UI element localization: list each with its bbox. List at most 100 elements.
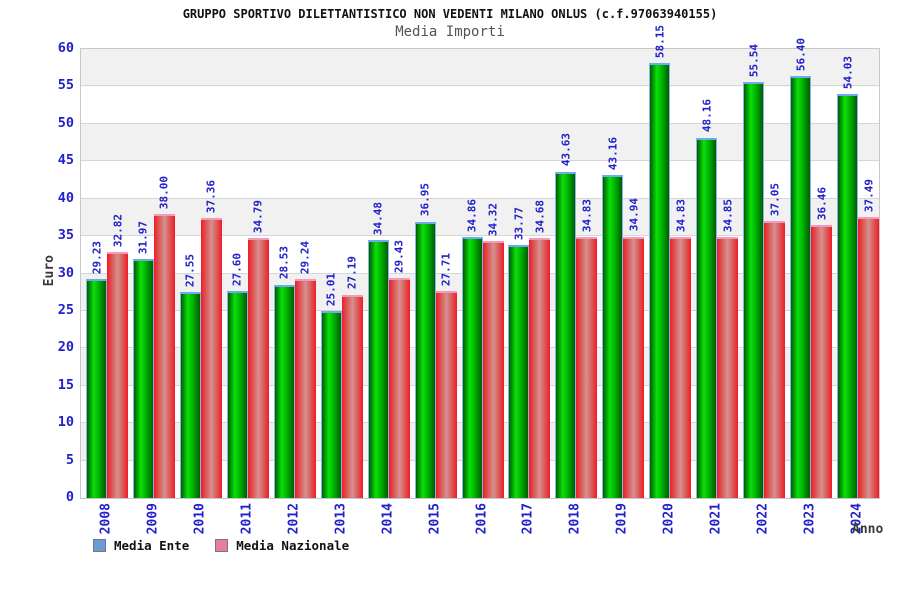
value-label-media-nazionale-2024: 37.49	[862, 179, 876, 213]
bar-media-ente-2020	[649, 62, 671, 498]
bar-media-ente-2018	[555, 171, 577, 498]
bar-media-nazionale-2014	[388, 277, 410, 498]
bar-media-nazionale-2008	[107, 252, 128, 498]
gridline-y-45	[81, 160, 879, 162]
bar-media-ente-2023	[790, 75, 812, 498]
x-tick-label-2022: 2022	[755, 503, 771, 535]
value-label-media-nazionale-2009: 38.00	[157, 175, 171, 209]
x-tick-label-2013: 2013	[333, 503, 349, 535]
x-tick-label-2016: 2016	[474, 503, 490, 535]
bar-media-ente-2009	[132, 258, 154, 498]
bar-media-ente-2024	[837, 93, 859, 498]
value-label-media-nazionale-2013: 27.19	[345, 256, 359, 290]
value-label-media-nazionale-2010: 37.36	[204, 180, 218, 214]
chart-subtitle: Media Importi	[395, 24, 505, 40]
bar-media-ente-2019	[602, 175, 624, 498]
value-label-media-ente-2023: 56.40	[794, 37, 808, 71]
value-label-media-ente-2010: 27.55	[183, 253, 197, 287]
gridline-y-35	[81, 235, 879, 237]
bar-media-ente-2013	[320, 310, 342, 498]
y-tick-label-0: 0	[65, 489, 74, 505]
x-tick-label-2010: 2010	[192, 503, 208, 535]
value-label-media-nazionale-2016: 34.32	[486, 203, 500, 237]
value-label-media-ente-2020: 58.15	[653, 24, 667, 58]
value-label-media-nazionale-2015: 27.71	[439, 252, 453, 286]
bar-media-nazionale-2011	[247, 237, 269, 498]
y-tick-label-15: 15	[57, 376, 74, 393]
bar-media-nazionale-2019	[623, 236, 645, 498]
bar-media-ente-2012	[273, 284, 295, 498]
bar-media-nazionale-2024	[858, 217, 880, 498]
legend: Media Ente Media Nazionale	[93, 538, 349, 553]
legend-swatch-media-ente-icon	[93, 539, 106, 552]
gridline-y-40	[81, 197, 879, 199]
value-label-media-nazionale-2014: 29.43	[392, 239, 406, 273]
value-label-media-nazionale-2012: 29.24	[298, 241, 312, 275]
x-tick-label-2009: 2009	[145, 503, 161, 535]
y-tick-label-60: 60	[57, 40, 74, 56]
y-tick-label-45: 45	[57, 152, 74, 169]
y-tick-label-40: 40	[57, 189, 74, 206]
x-tick-label-2017: 2017	[520, 503, 536, 535]
x-tick-label-2011: 2011	[239, 503, 255, 535]
x-tick-label-2018: 2018	[567, 503, 583, 535]
value-label-media-ente-2018: 43.63	[559, 133, 573, 167]
legend-swatch-media-nazionale-icon	[215, 539, 229, 552]
value-label-media-ente-2008: 29.23	[90, 241, 103, 275]
value-label-media-nazionale-2020: 34.83	[674, 199, 688, 233]
bar-media-nazionale-2016	[482, 241, 504, 498]
gridline-y-50	[81, 122, 879, 124]
x-tick-label-2019: 2019	[614, 503, 630, 535]
value-label-media-ente-2009: 31.97	[136, 220, 150, 254]
bar-media-ente-2010	[179, 291, 201, 498]
bar-media-ente-2015	[414, 221, 436, 498]
bar-media-ente-2011	[226, 291, 248, 498]
bar-media-ente-2008	[86, 279, 107, 498]
x-tick-label-2014: 2014	[380, 503, 396, 535]
value-label-media-nazionale-2021: 34.85	[721, 199, 735, 233]
value-label-media-nazionale-2018: 34.83	[580, 199, 594, 233]
value-label-media-nazionale-2017: 34.68	[533, 200, 547, 234]
bar-media-nazionale-2020	[670, 237, 692, 498]
value-label-media-nazionale-2008: 32.82	[111, 214, 124, 248]
x-axis-title: Anno	[852, 522, 884, 537]
x-tick-label-2021: 2021	[708, 503, 724, 535]
x-tick-label-2008: 2008	[98, 503, 114, 535]
y-tick-label-5: 5	[65, 451, 74, 468]
value-label-media-ente-2022: 55.54	[747, 44, 761, 78]
bar-media-nazionale-2012	[294, 279, 316, 498]
bar-media-ente-2016	[461, 237, 483, 498]
value-label-media-ente-2013: 25.01	[324, 272, 338, 306]
bar-media-nazionale-2013	[341, 294, 363, 498]
bar-media-ente-2017	[508, 245, 530, 498]
bar-media-nazionale-2009	[153, 213, 175, 498]
value-label-media-ente-2011: 27.60	[230, 253, 244, 287]
chart-title: GRUPPO SPORTIVO DILETTANTISTICO NON VEDE…	[182, 7, 718, 21]
bar-media-nazionale-2021	[717, 237, 739, 498]
y-tick-label-25: 25	[57, 301, 74, 318]
bar-media-nazionale-2018	[576, 237, 598, 498]
value-label-media-ente-2021: 48.16	[700, 99, 714, 133]
bar-media-ente-2021	[696, 137, 718, 498]
y-tick-label-35: 35	[57, 227, 74, 244]
bar-media-nazionale-2022	[764, 220, 786, 498]
bar-media-nazionale-2023	[811, 225, 833, 498]
y-tick-label-20: 20	[57, 339, 74, 356]
y-tick-label-55: 55	[57, 77, 74, 94]
x-tick-label-2023: 2023	[802, 503, 818, 535]
value-label-media-ente-2014: 34.48	[371, 201, 385, 235]
bar-media-nazionale-2015	[435, 290, 457, 498]
x-tick-label-2012: 2012	[286, 503, 302, 535]
legend-label-media-ente: Media Ente	[114, 538, 190, 553]
value-label-media-ente-2015: 36.95	[418, 183, 432, 217]
y-tick-label-30: 30	[57, 264, 74, 281]
gridline-y-55	[81, 85, 879, 87]
bar-media-nazionale-2010	[200, 218, 222, 498]
value-label-media-ente-2016: 34.86	[465, 199, 479, 233]
value-label-media-nazionale-2019: 34.94	[627, 198, 641, 232]
bar-media-ente-2022	[743, 82, 765, 498]
y-tick-label-10: 10	[57, 414, 74, 431]
value-label-media-nazionale-2022: 37.05	[768, 182, 782, 216]
bar-media-nazionale-2017	[529, 238, 551, 498]
